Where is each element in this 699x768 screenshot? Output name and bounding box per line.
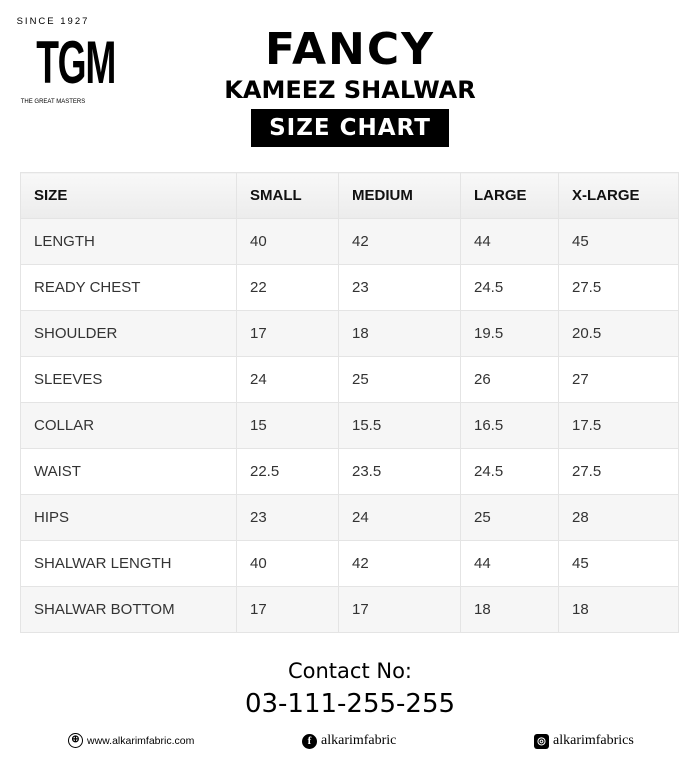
cell-value: 20.5 [558,310,679,357]
header-cell: X-LARGE [558,172,679,219]
cell-value: 40 [236,540,339,587]
row-label: READY CHEST [20,264,237,311]
cell-value: 25 [338,356,461,403]
cell-value: 24 [236,356,339,403]
cell-value: 24 [338,494,461,541]
row-label: SHALWAR BOTTOM [20,586,237,633]
row-label: SHALWAR LENGTH [20,540,237,587]
header-cell: LARGE [460,172,559,219]
cell-value: 26 [460,356,559,403]
cell-value: 23.5 [338,448,461,495]
footer-website[interactable]: ⊕ www.alkarimfabric.com [68,733,194,748]
cell-value: 22 [236,264,339,311]
facebook-icon: f [302,733,317,749]
instagram-text: alkarimfabrics [553,733,634,748]
table-row: WAIST 22.5 23.5 24.5 27.5 [20,448,679,495]
cell-value: 24.5 [460,264,559,311]
table-row: HIPS 23 24 25 28 [20,494,679,541]
cell-value: 18 [460,586,559,633]
cell-value: 44 [460,218,559,265]
size-chart-badge: SIZE CHART [251,109,449,147]
instagram-icon: ◎ [534,733,549,749]
cell-value: 17 [338,586,461,633]
header-cell: SMALL [236,172,339,219]
subtitle: KAMEEZ SHALWAR [224,76,476,104]
tgm-logo: SINCE 1927 TGM THE GREAT MASTERS [12,16,117,106]
cell-value: 15 [236,402,339,449]
size-table: SIZE SMALL MEDIUM LARGE X-LARGE LENGTH 40… [20,172,679,633]
cell-value: 28 [558,494,679,541]
cell-value: 45 [558,540,679,587]
table-header: SIZE SMALL MEDIUM LARGE X-LARGE [20,172,679,219]
row-label: LENGTH [20,218,237,265]
logo-name: TGM [36,29,116,96]
title: FANCY [264,24,436,75]
table-row: READY CHEST 22 23 24.5 27.5 [20,264,679,311]
cell-value: 16.5 [460,402,559,449]
website-text: www.alkarimfabric.com [87,734,195,747]
table-row: COLLAR 15 15.5 16.5 17.5 [20,402,679,449]
row-label: SHOULDER [20,310,237,357]
cell-value: 18 [338,310,461,357]
cell-value: 19.5 [460,310,559,357]
cell-value: 15.5 [338,402,461,449]
cell-value: 40 [236,218,339,265]
cell-value: 23 [338,264,461,311]
facebook-text: alkarimfabric [321,733,397,748]
table-row: SHALWAR BOTTOM 17 17 18 18 [20,586,679,633]
cell-value: 44 [460,540,559,587]
cell-value: 18 [558,586,679,633]
cell-value: 17.5 [558,402,679,449]
cell-value: 24.5 [460,448,559,495]
cell-value: 25 [460,494,559,541]
cell-value: 23 [236,494,339,541]
row-label: SLEEVES [20,356,237,403]
cell-value: 22.5 [236,448,339,495]
cell-value: 17 [236,586,339,633]
cell-value: 27.5 [558,448,679,495]
row-label: COLLAR [20,402,237,449]
cell-value: 42 [338,218,461,265]
table-row: SHOULDER 17 18 19.5 20.5 [20,310,679,357]
header-cell: SIZE [20,172,237,219]
contact-phone: 03-111-255-255 [244,689,456,719]
table-row: SHALWAR LENGTH 40 42 44 45 [20,540,679,587]
logo-tagline: THE GREAT MASTERS [20,99,86,105]
cell-value: 27 [558,356,679,403]
table-row: SLEEVES 24 25 26 27 [20,356,679,403]
globe-icon: ⊕ [68,733,83,748]
footer-facebook[interactable]: f alkarimfabric [302,733,396,749]
footer-instagram[interactable]: ◎ alkarimfabrics [534,733,634,749]
cell-value: 27.5 [558,264,679,311]
cell-value: 17 [236,310,339,357]
row-label: WAIST [20,448,237,495]
logo-name-wrap: TGM [12,28,116,98]
cell-value: 45 [558,218,679,265]
cell-value: 42 [338,540,461,587]
header-cell: MEDIUM [338,172,461,219]
contact-label: Contact No: [287,659,412,683]
table-row: LENGTH 40 42 44 45 [20,218,679,265]
logo-since: SINCE 1927 [16,16,90,27]
row-label: HIPS [20,494,237,541]
